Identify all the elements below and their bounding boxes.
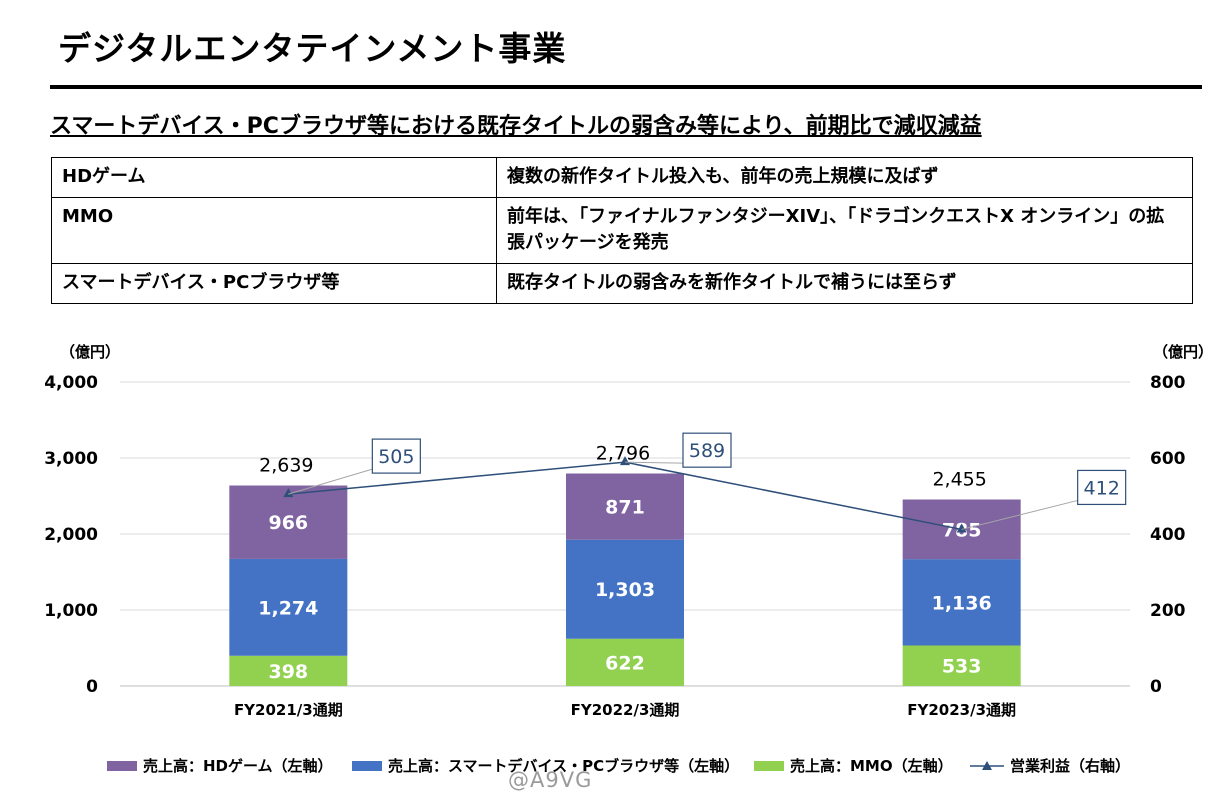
operating-income-label: 412 [1084,477,1120,499]
bar-segment-hd_game [229,485,348,559]
callout-box [371,438,421,474]
legend-label: 売上高：スマートデバイス・PCブラウザ等（左軸） [388,757,740,775]
bar-value-label: 1,303 [595,579,655,601]
callout-leader [961,499,1078,530]
right-tick-label: 200 [1150,601,1186,621]
legend-item-operating-income: 営業利益（右軸） [970,755,1130,776]
callout-box [1077,469,1127,506]
legend-swatch [754,760,784,771]
callout-leader [288,468,373,495]
bar-segment-smart_device [566,539,684,639]
legend-label: 営業利益（右軸） [1010,757,1131,775]
right-tick-label: 0 [1150,677,1162,697]
operating-income-label: 505 [378,446,414,468]
bar-value-label: 1,136 [932,592,992,614]
left-tick-label: 0 [86,677,98,697]
title-divider [50,85,1202,89]
category-label: FY2023/3通期 [907,701,1016,719]
category-label: FY2021/3通期 [234,701,343,719]
segment-cell: スマートデバイス・PCブラウザ等 [51,263,497,304]
bar-segment-mmo [566,638,684,686]
bar-segment-mmo [902,645,1021,686]
right-axis-unit: （億円） [1153,343,1213,361]
right-tick-label: 800 [1150,373,1186,393]
legend-label: 売上高：MMO（左軸） [790,757,953,775]
bar-value-label: 533 [942,656,982,678]
operating-income-marker [956,523,967,533]
bar-value-label: 398 [268,661,308,683]
segment-summary-table: HDゲーム 複数の新作タイトル投入も、前年の売上規模に及ばず MMO 前年は、「… [51,157,1193,304]
left-tick-label: 3,000 [44,449,98,469]
callout-leader [624,461,684,464]
bar-segment-hd_game [566,473,684,540]
table-row: HDゲーム 複数の新作タイトル投入も、前年の売上規模に及ばず [51,157,1193,198]
table-row: スマートデバイス・PCブラウザ等 既存タイトルの弱含みを新作タイトルで補うには至… [51,263,1193,304]
operating-income-marker [283,488,294,498]
left-tick-label: 4,000 [44,373,98,393]
legend-swatch [352,760,382,771]
right-tick-label: 400 [1150,525,1186,545]
bar-value-label: 622 [605,652,645,674]
table-row: MMO 前年は、「ファイナルファンタジーXIV」、「ドラゴンクエストX オンライ… [51,197,1193,264]
bar-value-label: 1,274 [258,597,318,619]
description-cell: 既存タイトルの弱含みを新作タイトルで補うには至らず [496,263,1193,304]
bar-segment-smart_device [902,559,1021,646]
page-subtitle: スマートデバイス・PCブラウザ等における既存タイトルの弱含み等により、前期比で減… [50,114,982,139]
legend-swatch [107,760,137,771]
category-label: FY2022/3通期 [571,701,680,719]
bar-value-label: 966 [268,512,308,534]
left-tick-label: 1,000 [44,601,98,621]
watermark: @A9VG [508,768,593,792]
bar-total-label: 2,639 [259,454,313,476]
right-tick-label: 600 [1150,449,1186,469]
description-cell: 複数の新作タイトル投入も、前年の売上規模に及ばず [496,157,1193,198]
revenue-stacked-bar-chart: （億円） （億円） 0 0 1,000 200 2,000 400 3,000 600 4,000 8… [44,343,1213,719]
operating-income-label: 589 [689,440,725,462]
segment-cell: HDゲーム [51,157,497,198]
page-title: デジタルエンタテインメント事業 [58,29,567,68]
bar-total-label: 2,796 [596,443,650,465]
legend-item-smart-device: 売上高：スマートデバイス・PCブラウザ等（左軸） [352,755,739,776]
legend-item-mmo: 売上高：MMO（左軸） [754,755,953,776]
left-axis-unit: （億円） [60,343,120,361]
legend-line-marker-icon [970,760,1004,770]
bar-value-label: 871 [605,497,645,519]
callout-box [682,432,732,468]
chart-legend: 売上高：HDゲーム（左軸） 売上高：スマートデバイス・PCブラウザ等（左軸） 売… [0,755,1226,779]
description-cell: 前年は、「ファイナルファンタジーXIV」、「ドラゴンクエストX オンライン」の拡… [496,197,1193,264]
segment-cell: MMO [51,197,497,264]
operating-income-marker [620,456,630,466]
bar-segment-mmo [229,655,348,686]
left-tick-label: 2,000 [44,525,98,545]
legend-item-hd-game: 売上高：HDゲーム（左軸） [107,755,333,776]
bar-segment-smart_device [229,558,348,656]
legend-label: 売上高：HDゲーム（左軸） [143,757,333,775]
bar-total-label: 2,455 [932,468,986,490]
